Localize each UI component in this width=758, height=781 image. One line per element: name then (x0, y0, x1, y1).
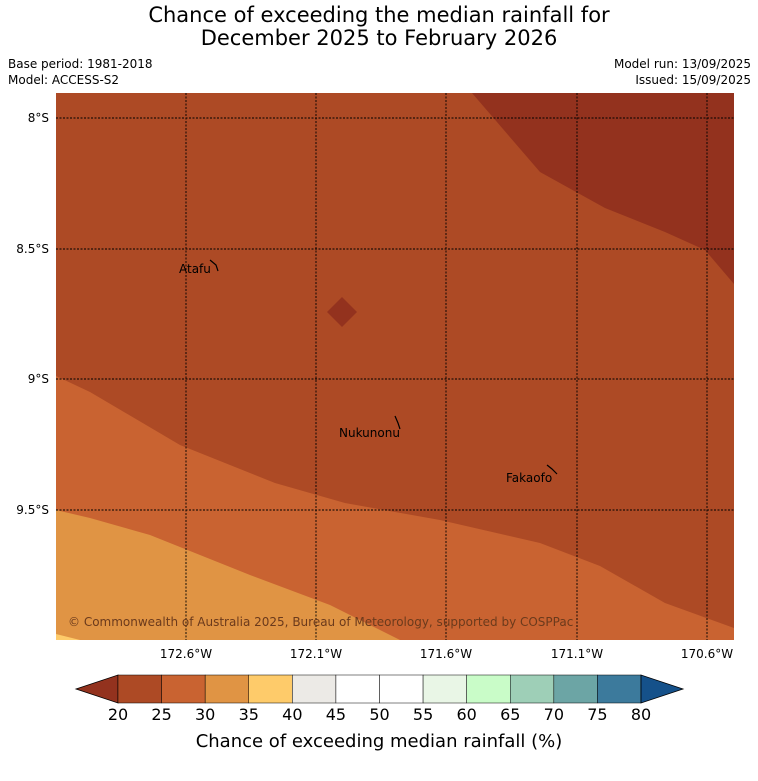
colorbar-tick-label: 40 (282, 705, 302, 724)
colorbar-under-arrow (74, 674, 119, 704)
region-35-40 (56, 634, 80, 640)
meta-left: Base period: 1981-2018 Model: ACCESS-S2 (8, 56, 153, 88)
colorbar-segment (597, 674, 642, 704)
lon-label-172-1w: 172.1°W (290, 647, 342, 661)
region-under-20 (472, 93, 734, 284)
colorbar-segment (553, 674, 598, 704)
lon-label-171-6w: 171.6°W (420, 647, 472, 661)
title-line-2: December 2025 to February 2026 (200, 26, 558, 50)
colorbar-segment (292, 674, 337, 704)
title-line-1: Chance of exceeding the median rainfall … (148, 3, 610, 27)
place-nukunonu: Nukunonu (339, 426, 400, 440)
lon-label-170-6w: 170.6°W (681, 647, 733, 661)
colorbar-tick-label: 25 (151, 705, 171, 724)
map-area: Atafu Nukunonu Fakaofo © Commonwealth of… (56, 93, 734, 640)
colorbar-segment (466, 674, 511, 704)
region-30-35 (56, 510, 400, 640)
base-period: Base period: 1981-2018 (8, 57, 153, 71)
colorbar-tick-label: 20 (108, 705, 128, 724)
gridlines (56, 93, 734, 640)
issued-date: Issued: 15/09/2025 (635, 73, 751, 87)
place-fakaofo: Fakaofo (506, 471, 552, 485)
model-name: Model: ACCESS-S2 (8, 73, 120, 87)
colorbar-tick-label: 30 (195, 705, 215, 724)
colorbar-over-arrow (640, 674, 685, 704)
colorbar-segments (117, 674, 642, 704)
copyright-credit: © Commonwealth of Australia 2025, Bureau… (68, 615, 573, 629)
colorbar-segment (117, 674, 162, 704)
colorbar-segment (335, 674, 380, 704)
meta-right: Model run: 13/09/2025 Issued: 15/09/2025 (614, 56, 751, 88)
colorbar-label: Chance of exceeding median rainfall (%) (196, 731, 563, 752)
colorbar-segment (248, 674, 293, 704)
colorbar-segment (204, 674, 250, 704)
lat-label-9s: 9°S (28, 372, 49, 386)
colorbar-tick-label: 55 (413, 705, 433, 724)
lon-label-172-6w: 172.6°W (160, 647, 212, 661)
colorbar-tick-label: 35 (239, 705, 259, 724)
colorbar-segment (510, 674, 555, 704)
region-under-20-patch (327, 297, 357, 327)
map-title: Chance of exceeding the median rainfall … (0, 4, 758, 50)
colorbar-segment (379, 674, 424, 704)
colorbar-tick-label: 80 (631, 705, 651, 724)
lat-label-9-5s: 9.5°S (16, 503, 49, 517)
colorbar-ticks: 20 25 30 35 40 45 50 55 60 65 70 75 80 (108, 705, 651, 724)
lat-label-8s: 8°S (28, 111, 49, 125)
atafu-island (209, 259, 219, 272)
colorbar-tick-label: 75 (587, 705, 607, 724)
colorbar-segment (161, 674, 206, 704)
place-atafu: Atafu (179, 262, 211, 276)
lat-label-8-5s: 8.5°S (16, 242, 49, 256)
colorbar-tick-label: 65 (500, 705, 520, 724)
colorbar-tick-label: 70 (544, 705, 564, 724)
model-run: Model run: 13/09/2025 (613, 57, 751, 71)
fakaofo-island (546, 464, 558, 475)
colorbar-tick-label: 45 (326, 705, 346, 724)
colorbar: 20 25 30 35 40 45 50 55 60 65 70 75 80 Chance of exc… (74, 674, 685, 752)
colorbar-tick-label: 50 (369, 705, 389, 724)
colorbar-segment (422, 674, 467, 704)
lon-label-171-1w: 171.1°W (551, 647, 603, 661)
colorbar-tick-label: 60 (456, 705, 476, 724)
nukunonu-island (394, 415, 401, 430)
